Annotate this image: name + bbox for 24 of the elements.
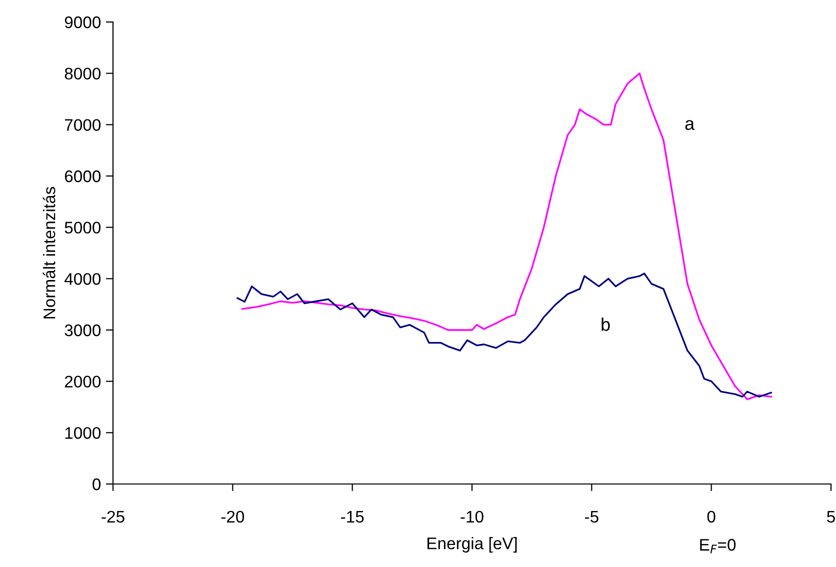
annotation: a xyxy=(685,120,695,130)
y-tick-label: 4000 xyxy=(64,273,101,285)
x-tick-label: -10 xyxy=(460,510,484,523)
y-tick-label: 2000 xyxy=(64,376,101,388)
y-tick-label: 9000 xyxy=(64,16,101,28)
x-tick-label: -5 xyxy=(584,511,598,523)
line-series xyxy=(236,272,772,398)
y-tick-label: 8000 xyxy=(64,68,101,80)
x-tick-label: -20 xyxy=(221,510,244,523)
y-tick-label: 7000 xyxy=(64,119,101,131)
y-tick-label: 3000 xyxy=(64,324,101,336)
x-tick-label: 0 xyxy=(707,510,716,523)
x-axis-title: Energia [eV] xyxy=(428,537,517,553)
annotation: b xyxy=(602,318,610,331)
y-axis-title: Normált intenzitás xyxy=(42,186,56,318)
x-tick-label: -15 xyxy=(341,511,364,523)
y-tick-label: 6000 xyxy=(64,170,101,182)
y-tick-label: 5000 xyxy=(64,222,101,234)
line-series xyxy=(241,72,772,400)
y-tick-label: 0 xyxy=(92,478,101,490)
x-tick-label: 5 xyxy=(827,511,835,523)
y-tick-label: 1000 xyxy=(65,427,101,439)
text: E$_{F}$=0 xyxy=(700,538,736,554)
x-tick-label: -25 xyxy=(102,510,124,523)
